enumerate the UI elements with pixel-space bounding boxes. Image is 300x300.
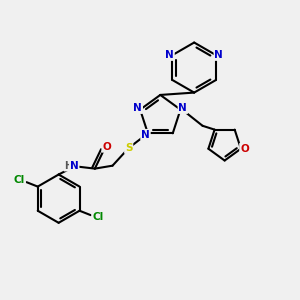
Text: Cl: Cl [92, 212, 103, 222]
Text: N: N [70, 161, 79, 171]
Text: N: N [141, 130, 150, 140]
Text: O: O [240, 144, 249, 154]
Text: N: N [214, 50, 223, 60]
Text: S: S [125, 143, 133, 153]
Text: Cl: Cl [14, 175, 25, 185]
Text: N: N [178, 103, 187, 113]
Text: N: N [134, 103, 142, 113]
Text: O: O [102, 142, 111, 152]
Text: H: H [64, 161, 72, 171]
Text: N: N [165, 50, 174, 60]
